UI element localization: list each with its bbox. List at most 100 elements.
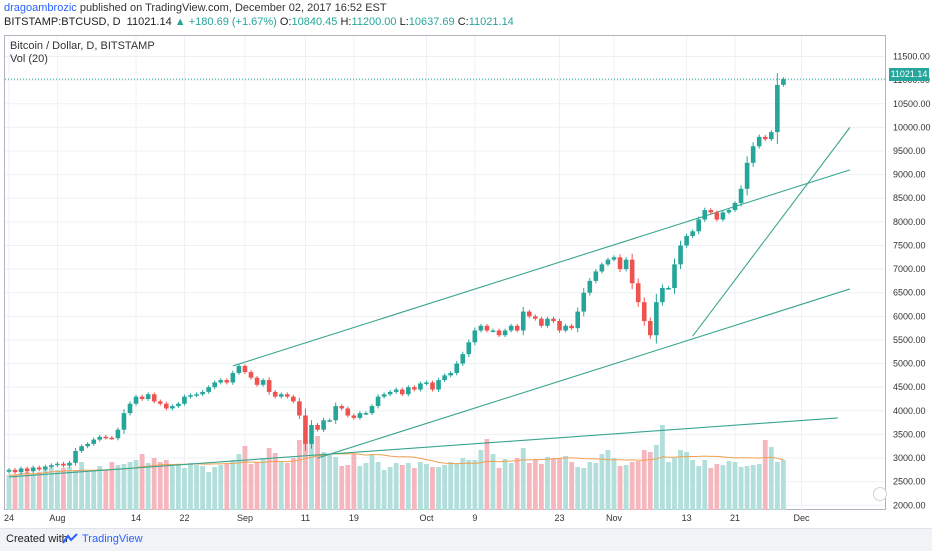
volume-bar	[666, 462, 671, 510]
volume-bar	[720, 465, 726, 510]
volume-bar	[303, 440, 308, 510]
volume-bar	[206, 472, 212, 510]
candle-body	[333, 406, 338, 421]
volume-bar	[774, 462, 780, 510]
volume-bar	[430, 467, 435, 510]
candle-body	[109, 437, 115, 440]
volume-bar	[581, 468, 587, 510]
candle-body	[363, 413, 369, 415]
volume-bar	[218, 465, 224, 510]
volume-bar	[696, 466, 702, 510]
volume-bar	[678, 450, 683, 510]
candle-body	[18, 468, 24, 473]
volume-bar	[42, 468, 48, 510]
publish-info: published on TradingView.com, December 0…	[76, 2, 387, 14]
candle-body	[200, 391, 205, 395]
volume-bar	[333, 457, 339, 510]
candle-body	[49, 465, 54, 467]
volume-bar	[569, 462, 575, 510]
trend-line[interactable]	[8, 417, 838, 478]
candle-body	[297, 401, 302, 416]
candle-body	[781, 79, 786, 85]
candle-body	[750, 146, 756, 163]
volume-bar	[194, 465, 199, 510]
candle-body	[285, 394, 290, 397]
volume-bar	[557, 458, 562, 510]
volume-bar	[236, 454, 242, 510]
candle-body	[224, 380, 230, 383]
candle-body	[55, 463, 60, 466]
volume-bar	[702, 460, 708, 510]
candle-body	[36, 467, 42, 470]
x-tick-label: 19	[349, 513, 359, 523]
volume-bar	[48, 465, 54, 510]
candle-body	[157, 401, 163, 404]
volume-bar	[91, 470, 97, 510]
volume-bar	[248, 464, 254, 510]
volume-bar	[297, 440, 302, 510]
y-tick-label: 5000.00	[893, 359, 926, 369]
volume-bar	[169, 466, 175, 510]
volume-bar	[623, 465, 629, 510]
candle-body	[569, 325, 574, 329]
volume-bar	[708, 468, 714, 510]
time-axis: 24 Aug 14 22 Sep 11 19 Oct 9 23 Nov 13 21 Dec	[4, 513, 810, 523]
candle-body	[73, 450, 78, 463]
volume-bar	[200, 466, 205, 510]
close-label: C:	[457, 16, 469, 28]
author-link[interactable]: dragoambrozic	[4, 2, 77, 14]
price-axis: 2000.00 2500.00 3000.00 3500.00 4000.00 4500.…	[893, 52, 931, 511]
volume-bar	[157, 462, 163, 510]
volume-bar	[212, 467, 218, 510]
volume-bar	[254, 462, 260, 510]
candle-body	[557, 321, 562, 331]
volume-bar	[496, 468, 502, 510]
candle-body	[539, 318, 544, 326]
volume-bar	[85, 472, 91, 510]
candle-body	[387, 391, 393, 395]
volume-bar	[647, 452, 653, 510]
volume-bar	[545, 457, 550, 510]
candle-body	[430, 382, 435, 390]
series-title: Bitcoin / Dollar, D, BITSTAMP	[10, 40, 155, 52]
volume-bar	[339, 466, 345, 510]
volume-bar	[514, 458, 520, 510]
candle-body	[176, 403, 181, 407]
volume-bar	[266, 448, 272, 510]
y-tick-label: 6500.00	[893, 288, 926, 298]
volume-bar	[393, 463, 399, 510]
volume-bar	[466, 460, 472, 510]
candle-body	[702, 210, 708, 220]
flag-icon[interactable]	[873, 487, 887, 501]
candle-body	[678, 245, 683, 265]
volume-bar	[436, 467, 441, 510]
trend-line[interactable]	[692, 127, 851, 337]
volume-bar	[272, 453, 278, 510]
candle-body	[496, 330, 502, 336]
candle-body	[424, 382, 429, 384]
candle-body	[672, 264, 677, 288]
volume-bar	[176, 465, 181, 510]
candle-body	[587, 280, 593, 293]
volume-bar	[605, 450, 611, 510]
volume-bar	[357, 466, 363, 510]
candle-body	[399, 389, 405, 395]
candle-body	[775, 84, 780, 133]
y-tick-label: 9500.00	[893, 146, 926, 156]
trend-line[interactable]	[317, 288, 851, 459]
volume-bar	[290, 458, 296, 510]
open-value: 10840.45	[291, 16, 338, 28]
candle-body	[170, 406, 175, 409]
y-tick-label: 7000.00	[893, 264, 926, 274]
close-value: 11021.14	[468, 16, 514, 28]
tradingview-link[interactable]: TradingView	[82, 533, 143, 545]
candle-body	[563, 325, 568, 331]
volume-bar	[442, 465, 447, 510]
candle-body	[242, 365, 248, 373]
candle-body	[236, 365, 242, 374]
candle-body	[369, 406, 375, 414]
candle-body	[194, 394, 199, 396]
candle-body	[448, 373, 453, 376]
trend-line[interactable]	[232, 169, 851, 367]
